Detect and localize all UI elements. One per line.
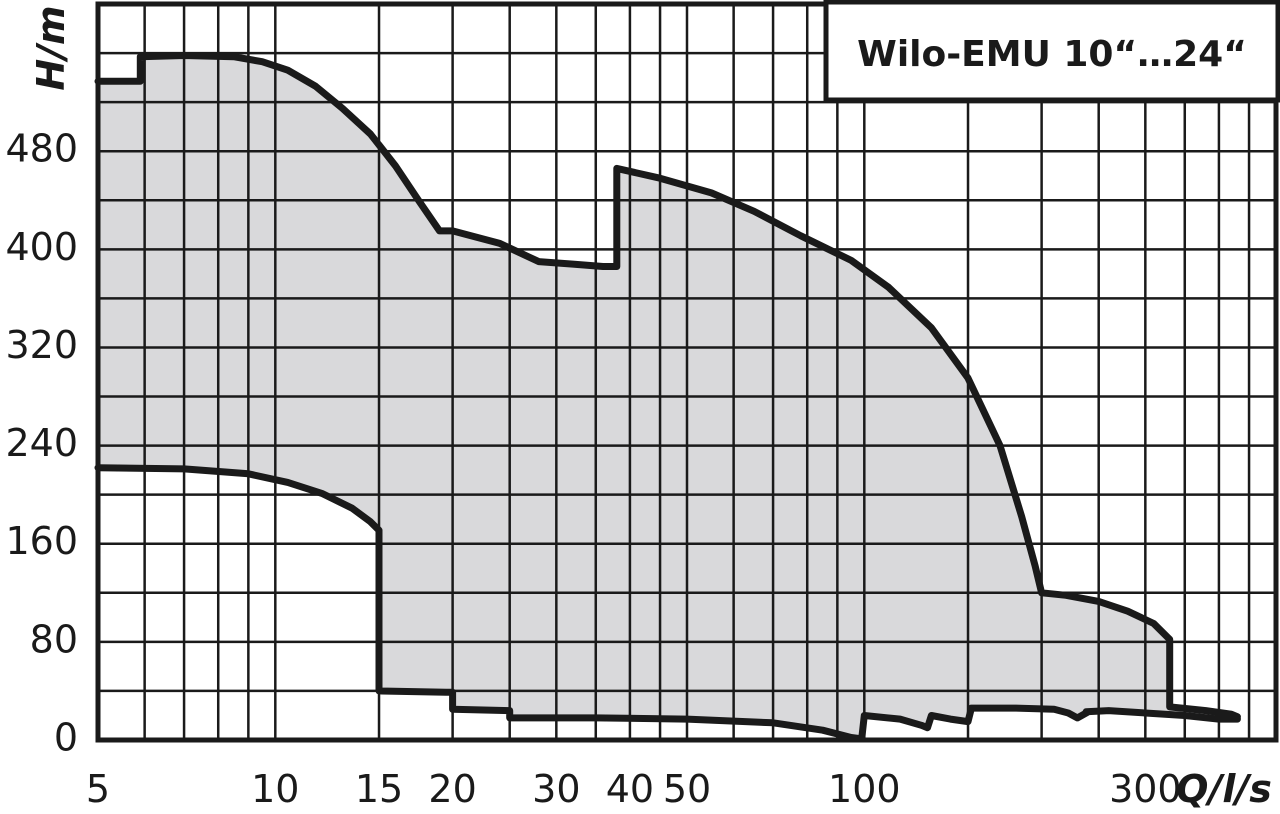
y-tick-label: 320	[5, 323, 78, 367]
y-tick-label: 80	[30, 617, 78, 661]
x-axis-label: Q/l/s	[1176, 767, 1272, 811]
y-tick-label: 480	[5, 127, 78, 171]
x-tick-label: 40	[606, 767, 654, 811]
x-tick-label: 20	[428, 767, 476, 811]
chart-title: Wilo-EMU 10“…24“	[857, 34, 1247, 75]
y-tick-label: 240	[5, 421, 78, 465]
title-box: Wilo-EMU 10“…24“	[823, 0, 1280, 103]
plot-frame	[95, 1, 1279, 743]
plot-border	[95, 1, 1279, 743]
x-tick-label: 5	[86, 767, 110, 811]
x-tick-labels: 5 10 15 20 30 40 50 100 300	[86, 767, 1182, 811]
x-tick-label: 30	[532, 767, 580, 811]
y-tick-labels: 0 80 160 240 320 400 480	[5, 127, 78, 760]
y-tick-label: 0	[54, 716, 78, 760]
x-tick-label: 15	[355, 767, 403, 811]
y-tick-label: 400	[5, 225, 78, 269]
grid-lines	[96, 4, 1278, 742]
x-tick-label: 100	[828, 767, 901, 811]
x-tick-label: 10	[251, 767, 299, 811]
x-tick-label: 300	[1109, 767, 1182, 811]
x-tick-label: 50	[663, 767, 711, 811]
y-axis-label: H/m	[29, 5, 73, 90]
upper-boundary-line	[94, 52, 1241, 721]
y-tick-label: 160	[5, 519, 78, 563]
